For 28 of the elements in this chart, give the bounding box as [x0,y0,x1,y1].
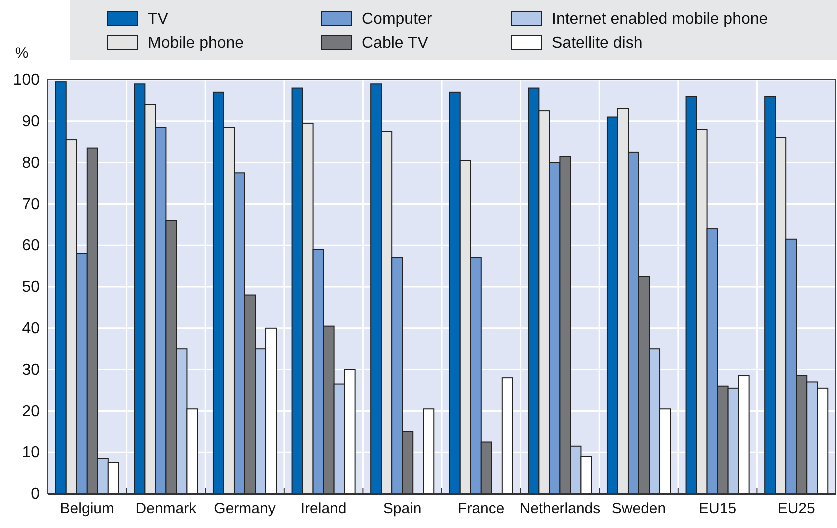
legend-label: Internet enabled mobile phone [552,11,768,28]
x-tick-label: Spain [383,500,422,518]
y-axis-title: % [15,45,29,62]
y-tick-label: 90 [22,114,40,131]
y-tick-label: 60 [22,238,40,255]
legend-label: TV [148,11,169,28]
y-tick-label: 0 [31,486,40,504]
x-tick-label: EU25 [778,500,816,518]
y-tick-label: 100 [13,72,40,90]
y-tick-label: 30 [22,362,40,379]
x-tick-label: France [458,500,505,518]
x-tick-label: Denmark [136,500,198,518]
legend-label: Satellite dish [552,35,643,52]
y-tick-label: 10 [22,444,40,462]
x-tick-label: Germany [214,500,276,518]
x-tick-label: Netherlands [520,500,601,518]
x-tick-label: EU15 [699,500,737,518]
legend-label: Mobile phone [148,35,244,52]
y-tick-label: 70 [22,196,40,214]
y-tick-label: 20 [22,403,40,420]
x-tick-label: Belgium [60,500,114,518]
x-tick-label: Sweden [612,500,666,518]
y-tick-label: 80 [22,154,40,172]
y-tick-label: 40 [22,320,40,338]
legend-label: Cable TV [362,35,429,52]
y-tick-label: 50 [22,279,40,296]
legend-label: Computer [362,11,433,28]
x-tick-label: Ireland [300,500,347,518]
